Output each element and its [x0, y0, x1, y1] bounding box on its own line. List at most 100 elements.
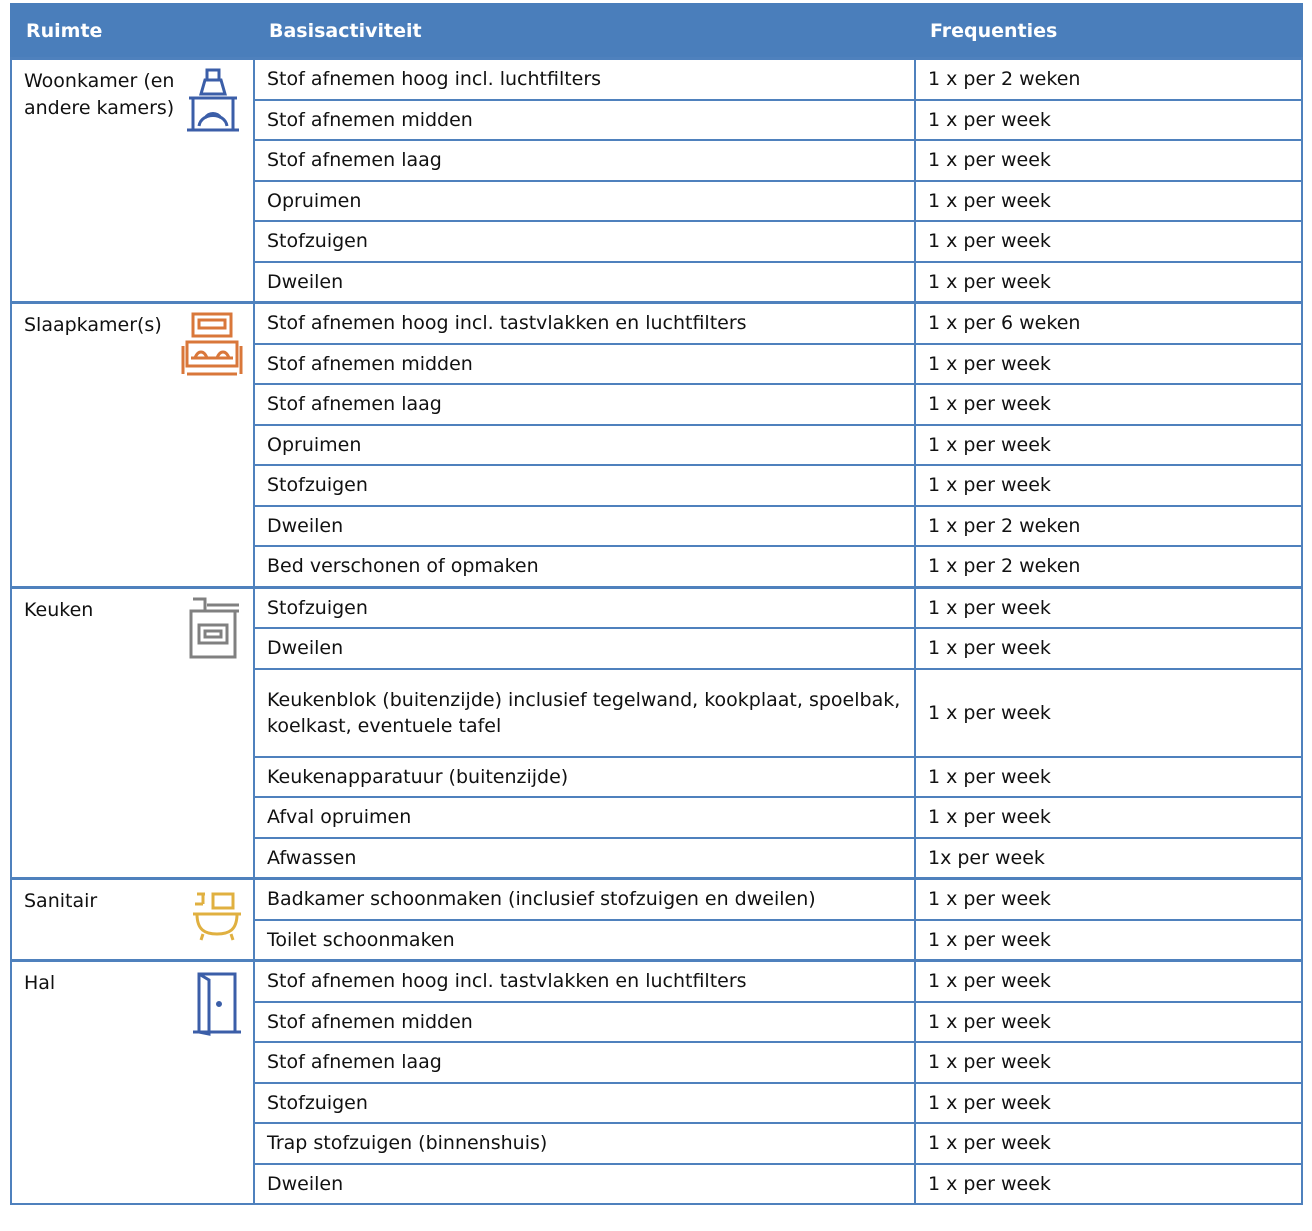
frequency-cell: 1 x per week [914, 667, 1303, 758]
table-row: Sanitair Badkamer schoonmaken (inclusief … [10, 877, 1303, 962]
cleaning-schedule-table: Ruimte Basisactiviteit Frequenties Woonk… [10, 3, 1303, 1205]
table-row: Opruimen 1 x per week [11, 423, 1303, 466]
table-row: Keukenblok (buitenzijde) inclusief tegel… [11, 667, 1303, 758]
frequency-cell: 1 x per week [914, 1000, 1303, 1043]
activity-cell: Stof afnemen laag [253, 139, 916, 182]
header-room: Ruimte [10, 3, 255, 60]
table-row: Dweilen 1 x per week [11, 1162, 1303, 1205]
table-row: Stof afnemen laag 1 x per week [11, 139, 1303, 182]
frequency-cell: 1 x per week [914, 1162, 1303, 1205]
stove-icon [187, 597, 243, 664]
table-row: Keuken Stofzuigen 1 x per week [10, 585, 1303, 880]
table-row: Stof afnemen midden 1 x per week [11, 1000, 1303, 1043]
activity-cell: Trap stofzuigen (binnenshuis) [253, 1122, 916, 1165]
table-row: Bed verschonen of opmaken 1 x per 2 weken [11, 545, 1303, 588]
table-row: Stof afnemen midden 1 x per week [11, 98, 1303, 141]
frequency-cell: 1 x per week [914, 260, 1303, 304]
table-row: Trap stofzuigen (binnenshuis) 1 x per wee… [11, 1122, 1303, 1165]
activity-cell: Stof afnemen midden [253, 1000, 916, 1043]
table-row: Stofzuigen 1 x per week [11, 220, 1303, 263]
activity-cell: Badkamer schoonmaken (inclusief stofzuig… [253, 877, 916, 921]
table-row: Stof afnemen midden 1 x per week [11, 342, 1303, 385]
frequency-cell: 1 x per week [914, 959, 1303, 1003]
activity-cell: Stof afnemen laag [253, 383, 916, 426]
frequency-cell: 1 x per week [914, 464, 1303, 507]
activity-cell: Stof afnemen hoog incl. tastvlakken en l… [253, 301, 916, 345]
bathtub-icon [191, 888, 243, 949]
activity-cell: Afwassen [253, 836, 916, 880]
door-icon [191, 970, 243, 1041]
table-row: Dweilen 1 x per week [11, 627, 1303, 670]
table-row: Woonkamer (en andere kamers) Stof afnemen… [10, 57, 1303, 304]
frequency-cell: 1 x per week [914, 627, 1303, 670]
activity-cell: Stofzuigen [253, 585, 916, 629]
frequency-cell: 1 x per week [914, 796, 1303, 839]
frequency-cell: 1x per week [914, 836, 1303, 880]
frequency-cell: 1 x per week [914, 918, 1303, 962]
room-cell: Hal [10, 959, 255, 1205]
table-row: Stofzuigen 1 x per week [11, 464, 1303, 507]
frequency-cell: 1 x per week [914, 585, 1303, 629]
frequency-cell: 1 x per week [914, 139, 1303, 182]
frequency-cell: 1 x per 2 weken [914, 504, 1303, 547]
activity-cell: Keukenblok (buitenzijde) inclusief tegel… [253, 667, 916, 758]
activity-cell: Dweilen [253, 1162, 916, 1205]
activity-cell: Dweilen [253, 260, 916, 304]
frequency-cell: 1 x per week [914, 1081, 1303, 1124]
activity-cell: Toilet schoonmaken [253, 918, 916, 962]
activity-cell: Bed verschonen of opmaken [253, 545, 916, 588]
table-row: Hal Stof afnemen hoog incl. tastvlakken e… [10, 959, 1303, 1205]
table-row: Dweilen 1 x per week [11, 260, 1303, 304]
fireplace-icon [183, 68, 243, 139]
table-row: Slaapkamer(s) Stof afnemen hoog incl. tas… [10, 301, 1303, 588]
room-cell: Slaapkamer(s) [10, 301, 255, 588]
frequency-cell: 1 x per week [914, 423, 1303, 466]
room-cell: Keuken [10, 585, 255, 880]
frequency-cell: 1 x per week [914, 877, 1303, 921]
table-row: Opruimen 1 x per week [11, 179, 1303, 222]
room-cell: Sanitair [10, 877, 255, 962]
activity-cell: Stofzuigen [253, 464, 916, 507]
room-label: Hal [24, 972, 56, 994]
activity-cell: Stof afnemen hoog incl. tastvlakken en l… [253, 959, 916, 1003]
frequency-cell: 1 x per week [914, 220, 1303, 263]
activity-cell: Opruimen [253, 423, 916, 466]
frequency-cell: 1 x per 6 weken [914, 301, 1303, 345]
room-label: Keuken [24, 598, 94, 621]
table-row: Afwassen 1x per week [11, 836, 1303, 880]
frequency-cell: 1 x per week [914, 1041, 1303, 1084]
table-row: Stof afnemen laag 1 x per week [11, 1041, 1303, 1084]
frequency-cell: 1 x per week [914, 179, 1303, 222]
activity-cell: Stof afnemen laag [253, 1041, 916, 1084]
table-row: Stof afnemen laag 1 x per week [11, 383, 1303, 426]
room-label: Sanitair [24, 890, 98, 912]
header-activity: Basisactiviteit [253, 3, 916, 60]
table-row: Keukenapparatuur (buitenzijde) 1 x per we… [11, 755, 1303, 798]
frequency-cell: 1 x per week [914, 755, 1303, 798]
frequency-cell: 1 x per week [914, 1122, 1303, 1165]
frequency-cell: 1 x per week [914, 383, 1303, 426]
table-row: Afval opruimen 1 x per week [11, 796, 1303, 839]
table-row: Toilet schoonmaken 1 x per week [11, 918, 1303, 962]
header-row: Ruimte Basisactiviteit Frequenties [10, 3, 1303, 60]
activity-cell: Stofzuigen [253, 220, 916, 263]
bed-icon [181, 312, 243, 383]
header-frequency: Frequenties [914, 3, 1303, 60]
table-row: Stofzuigen 1 x per week [11, 1081, 1303, 1124]
table-row: Dweilen 1 x per 2 weken [11, 504, 1303, 547]
frequency-cell: 1 x per week [914, 98, 1303, 141]
room-label: Slaapkamer(s) [24, 314, 162, 336]
activity-cell: Stof afnemen midden [253, 342, 916, 385]
frequency-cell: 1 x per week [914, 342, 1303, 385]
activity-cell: Stofzuigen [253, 1081, 916, 1124]
frequency-cell: 1 x per 2 weken [914, 57, 1303, 101]
activity-cell: Afval opruimen [253, 796, 916, 839]
room-cell: Woonkamer (en andere kamers) [10, 57, 255, 304]
activity-cell: Stof afnemen hoog incl. luchtfilters [253, 57, 916, 101]
activity-cell: Opruimen [253, 179, 916, 222]
activity-cell: Stof afnemen midden [253, 98, 916, 141]
activity-cell: Dweilen [253, 504, 916, 547]
frequency-cell: 1 x per 2 weken [914, 545, 1303, 588]
room-label: Woonkamer (en andere kamers) [24, 70, 175, 119]
activity-cell: Dweilen [253, 627, 916, 670]
